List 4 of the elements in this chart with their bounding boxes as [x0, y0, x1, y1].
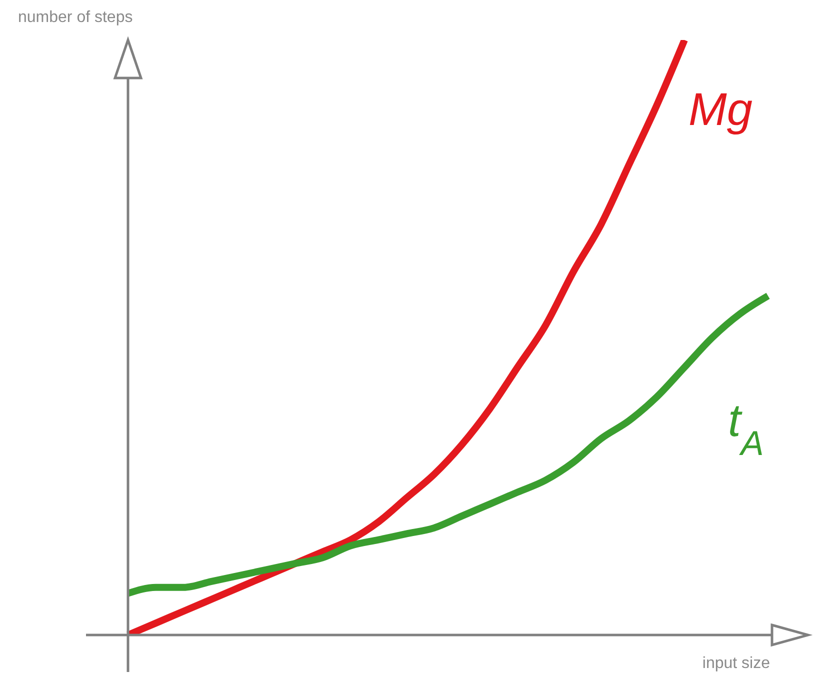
x-axis-title: input size — [702, 655, 770, 672]
y-axis-title: number of steps — [18, 9, 133, 26]
series-label: Mg — [688, 83, 753, 135]
series-label: t$_{A}$ — [728, 394, 764, 463]
